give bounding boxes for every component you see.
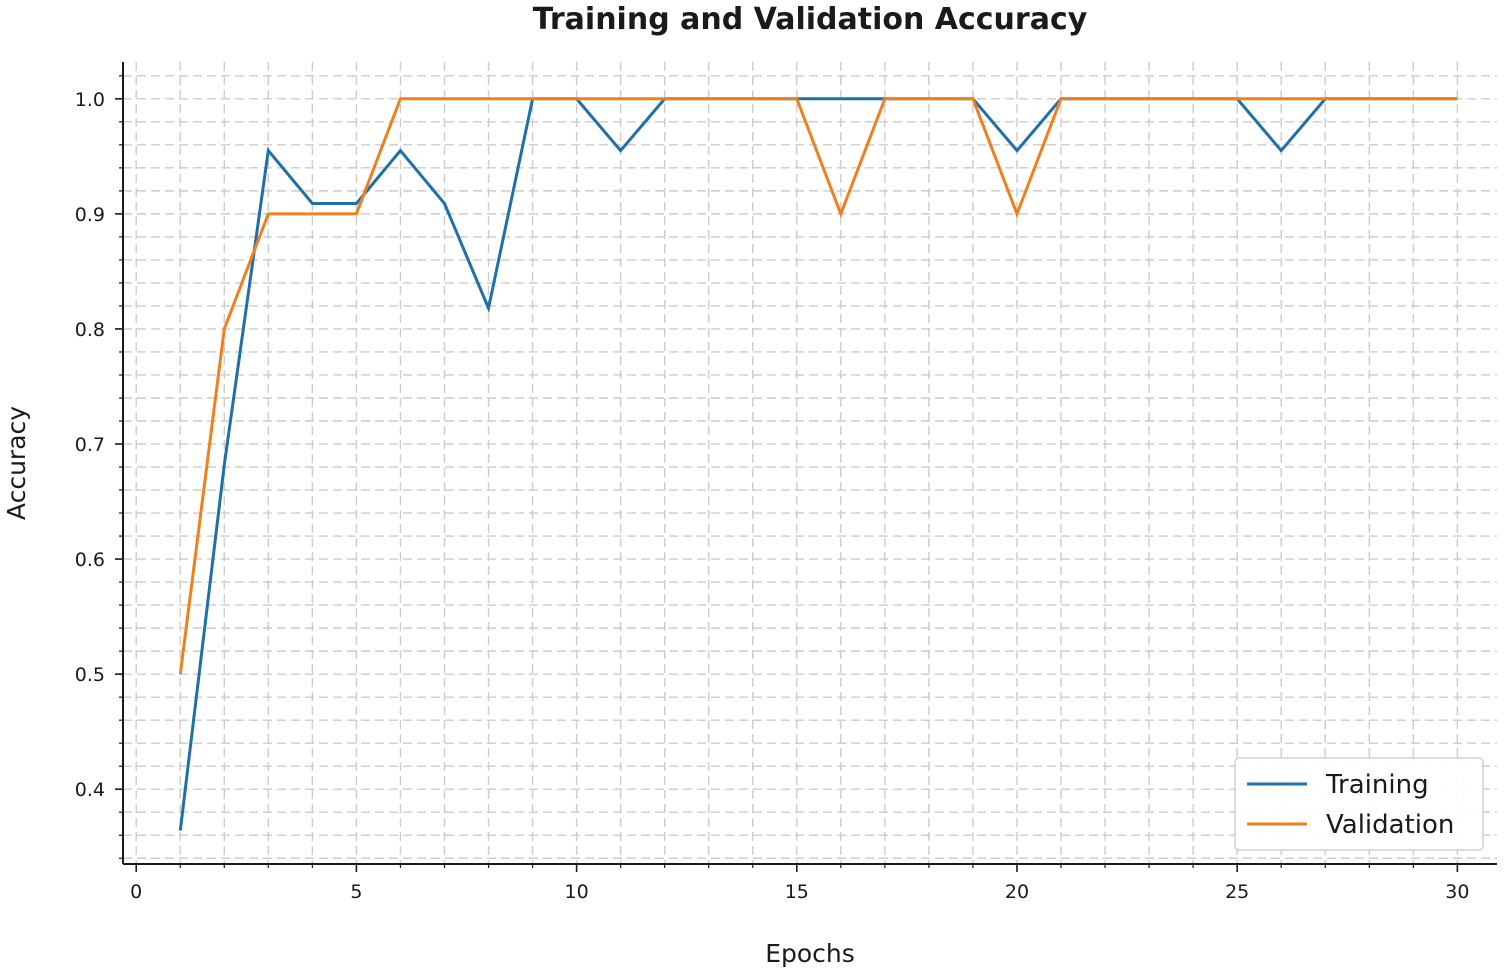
series-line-training <box>178 97 1458 831</box>
legend-label-validation: Validation <box>1326 810 1454 840</box>
y-axis-label: Accuracy <box>2 406 31 520</box>
x-tick-label: 15 <box>785 881 809 903</box>
axis-ticks: 0 5 10 15 20 25 30 0.4 0.5 0.6 0.7 0.8 0.9 1.0 <box>75 75 1469 903</box>
x-tick-label: 25 <box>1225 881 1249 903</box>
x-tick-label: 20 <box>1005 881 1029 903</box>
y-tick-label: 0.7 <box>75 434 105 456</box>
series-lines <box>178 97 1458 831</box>
x-tick-label: 0 <box>130 881 142 903</box>
x-tick-label: 30 <box>1445 881 1469 903</box>
y-tick-label: 0.8 <box>75 319 105 341</box>
legend: Training Validation <box>1234 757 1484 851</box>
series-line-validation <box>178 97 1458 675</box>
legend-box <box>1234 757 1484 851</box>
y-tick-label: 0.6 <box>75 549 105 571</box>
legend-label-training: Training <box>1325 770 1429 800</box>
grid <box>123 62 1497 864</box>
y-tick-label: 0.9 <box>75 204 105 226</box>
y-tick-label: 1.0 <box>75 89 105 111</box>
x-tick-label: 5 <box>350 881 362 903</box>
y-tick-label: 0.5 <box>75 664 105 686</box>
chart-title: Training and Validation Accuracy <box>533 2 1088 37</box>
y-tick-label: 0.4 <box>75 779 105 801</box>
x-axis-label: Epochs <box>765 939 855 968</box>
x-tick-label: 10 <box>565 881 589 903</box>
